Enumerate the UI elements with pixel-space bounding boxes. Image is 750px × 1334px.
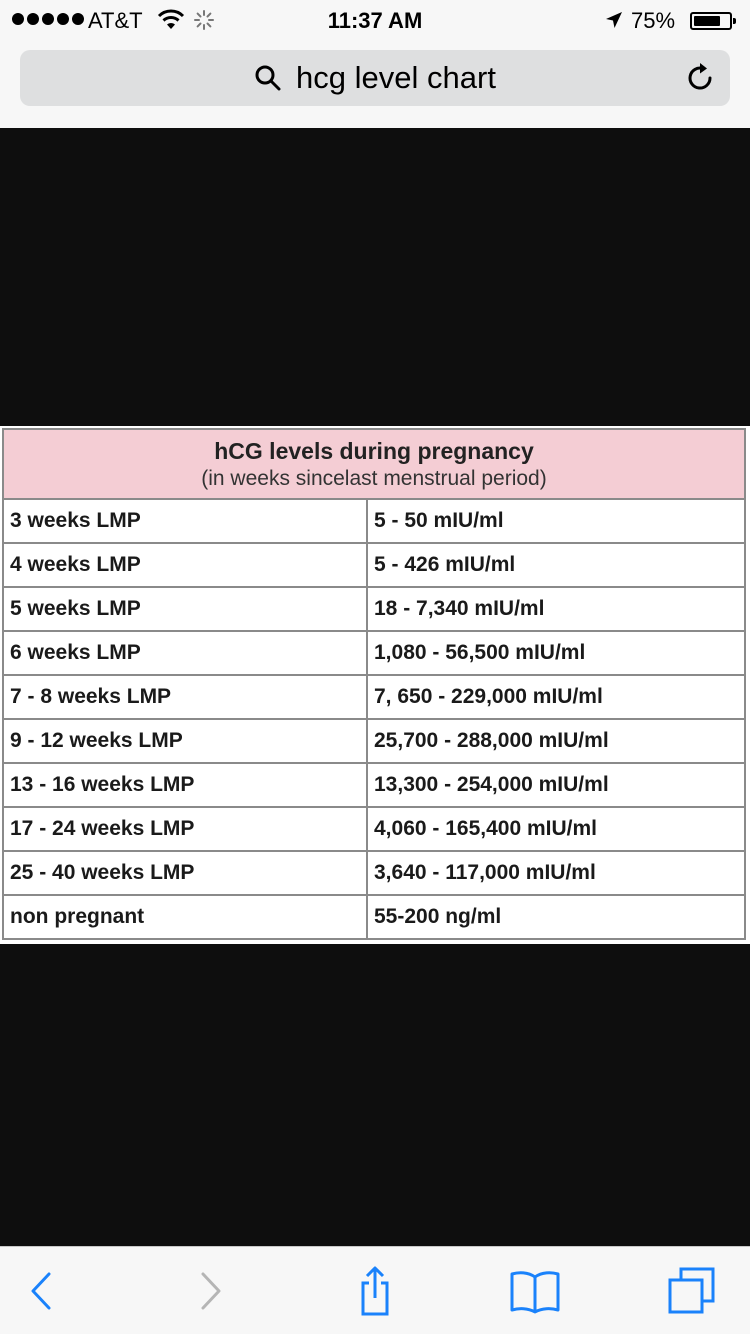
location-arrow-icon xyxy=(606,12,622,28)
table-row: 9 - 12 weeks LMP 25,700 - 288,000 mIU/ml xyxy=(2,718,746,764)
week-cell: 3 weeks LMP xyxy=(2,498,368,544)
search-icon xyxy=(255,65,281,91)
level-cell: 1,080 - 56,500 mIU/ml xyxy=(366,630,746,676)
forward-button[interactable] xyxy=(184,1265,236,1317)
week-cell: 13 - 16 weeks LMP xyxy=(2,762,368,808)
week-cell: 17 - 24 weeks LMP xyxy=(2,806,368,852)
table-row: 4 weeks LMP 5 - 426 mIU/ml xyxy=(2,542,746,588)
table-subtitle: (in weeks sincelast menstrual period) xyxy=(201,466,547,490)
table-row: 7 - 8 weeks LMP 7, 650 - 229,000 mIU/ml xyxy=(2,674,746,720)
share-icon xyxy=(361,1266,389,1316)
table-row: 6 weeks LMP 1,080 - 56,500 mIU/ml xyxy=(2,630,746,676)
level-cell: 7, 650 - 229,000 mIU/ml xyxy=(366,674,746,720)
wifi-icon xyxy=(157,9,185,29)
table-header: hCG levels during pregnancy (in weeks si… xyxy=(2,428,746,500)
bookmarks-icon xyxy=(510,1271,560,1314)
week-cell: 25 - 40 weeks LMP xyxy=(2,850,368,896)
table-row: 13 - 16 weeks LMP 13,300 - 254,000 mIU/ml xyxy=(2,762,746,808)
level-cell: 4,060 - 165,400 mIU/ml xyxy=(366,806,746,852)
address-bar-content[interactable]: hcg level chart xyxy=(20,50,730,106)
week-cell: 9 - 12 weeks LMP xyxy=(2,718,368,764)
browser-toolbar xyxy=(0,1246,750,1334)
tabs-button[interactable] xyxy=(666,1265,718,1317)
level-cell: 25,700 - 288,000 mIU/ml xyxy=(366,718,746,764)
carrier-name: AT&T xyxy=(88,8,143,33)
battery-percentage: 75% xyxy=(631,8,676,33)
battery-fill xyxy=(694,16,720,26)
browser-chrome: AT&T 11:37 AM 75% xyxy=(0,0,750,128)
table-title: hCG levels during pregnancy xyxy=(214,437,534,464)
table-row: 5 weeks LMP 18 - 7,340 mIU/ml xyxy=(2,586,746,632)
back-icon xyxy=(31,1272,51,1310)
search-query-text: hcg level chart xyxy=(296,60,496,95)
table-row: non pregnant 55-200 ng/ml xyxy=(2,894,746,940)
loading-spinner-icon xyxy=(194,10,214,30)
table-row: 3 weeks LMP 5 - 50 mIU/ml xyxy=(2,498,746,544)
share-button[interactable] xyxy=(349,1265,401,1317)
signal-strength-icon xyxy=(12,13,84,25)
tabs-icon xyxy=(668,1267,715,1314)
level-cell: 55-200 ng/ml xyxy=(366,894,746,940)
level-cell: 3,640 - 117,000 mIU/ml xyxy=(366,850,746,896)
table-row: 17 - 24 weeks LMP 4,060 - 165,400 mIU/ml xyxy=(2,806,746,852)
week-cell: 5 weeks LMP xyxy=(2,586,368,632)
level-cell: 18 - 7,340 mIU/ml xyxy=(366,586,746,632)
bookmarks-button[interactable] xyxy=(509,1265,561,1317)
week-cell: 7 - 8 weeks LMP xyxy=(2,674,368,720)
level-cell: 5 - 50 mIU/ml xyxy=(366,498,746,544)
hcg-levels-table: hCG levels during pregnancy (in weeks si… xyxy=(2,428,746,940)
hcg-chart-image: hCG levels during pregnancy (in weeks si… xyxy=(0,426,750,944)
week-cell: 4 weeks LMP xyxy=(2,542,368,588)
level-cell: 13,300 - 254,000 mIU/ml xyxy=(366,762,746,808)
back-button[interactable] xyxy=(16,1265,68,1317)
week-cell: 6 weeks LMP xyxy=(2,630,368,676)
battery-icon xyxy=(690,12,736,30)
forward-icon xyxy=(201,1272,221,1310)
level-cell: 5 - 426 mIU/ml xyxy=(366,542,746,588)
status-bar: AT&T 11:37 AM 75% xyxy=(0,0,750,40)
reload-icon[interactable] xyxy=(686,62,716,94)
clock: 11:37 AM xyxy=(327,8,423,33)
table-row: 25 - 40 weeks LMP 3,640 - 117,000 mIU/ml xyxy=(2,850,746,896)
week-cell: non pregnant xyxy=(2,894,368,940)
address-bar[interactable]: hcg level chart xyxy=(20,50,730,106)
